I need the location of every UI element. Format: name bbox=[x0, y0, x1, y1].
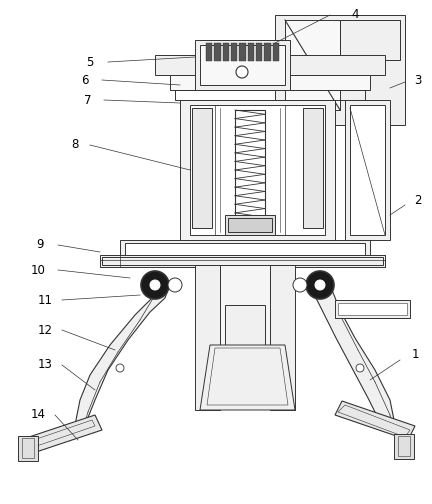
Bar bbox=[222, 43, 229, 61]
Circle shape bbox=[293, 278, 307, 292]
Bar bbox=[175, 90, 365, 100]
Bar bbox=[214, 43, 221, 61]
Bar bbox=[225, 305, 265, 355]
Polygon shape bbox=[308, 278, 395, 432]
Bar bbox=[100, 255, 385, 267]
Polygon shape bbox=[200, 345, 295, 410]
Text: 12: 12 bbox=[38, 324, 53, 337]
Bar bbox=[231, 43, 237, 61]
Bar bbox=[303, 108, 323, 228]
Text: 3: 3 bbox=[414, 74, 422, 87]
Bar bbox=[195, 40, 290, 90]
Bar bbox=[180, 100, 335, 240]
Bar bbox=[125, 243, 365, 257]
Text: 11: 11 bbox=[38, 293, 53, 306]
Polygon shape bbox=[335, 401, 415, 440]
Circle shape bbox=[141, 271, 169, 299]
Bar bbox=[345, 100, 390, 240]
Bar bbox=[155, 55, 385, 75]
Circle shape bbox=[356, 364, 364, 372]
Bar bbox=[264, 43, 271, 61]
Polygon shape bbox=[20, 415, 102, 455]
Bar bbox=[338, 303, 407, 315]
Bar bbox=[235, 110, 265, 230]
Bar bbox=[206, 43, 213, 61]
Circle shape bbox=[315, 280, 325, 290]
Text: 1: 1 bbox=[411, 348, 419, 361]
Text: 9: 9 bbox=[36, 238, 44, 251]
Text: 4: 4 bbox=[351, 9, 359, 22]
Bar bbox=[248, 43, 254, 61]
Text: 5: 5 bbox=[86, 55, 94, 69]
Bar bbox=[350, 105, 385, 235]
Circle shape bbox=[236, 66, 248, 78]
Bar bbox=[335, 300, 410, 318]
Bar bbox=[340, 20, 400, 60]
Bar bbox=[170, 75, 370, 90]
Bar bbox=[270, 265, 295, 410]
Bar bbox=[285, 20, 340, 110]
Bar bbox=[220, 265, 270, 345]
Text: 2: 2 bbox=[414, 194, 422, 207]
Text: 10: 10 bbox=[31, 264, 45, 277]
Text: 8: 8 bbox=[71, 139, 79, 152]
Bar bbox=[225, 215, 275, 235]
Circle shape bbox=[306, 271, 334, 299]
Bar bbox=[394, 434, 414, 459]
Bar bbox=[22, 438, 34, 458]
Text: 13: 13 bbox=[38, 358, 52, 371]
Text: 6: 6 bbox=[81, 74, 89, 87]
Circle shape bbox=[168, 278, 182, 292]
Text: 7: 7 bbox=[84, 94, 92, 106]
Bar bbox=[120, 240, 370, 260]
Bar bbox=[102, 257, 383, 265]
Bar bbox=[239, 43, 246, 61]
Bar bbox=[398, 436, 410, 456]
Bar bbox=[18, 436, 38, 461]
Bar bbox=[190, 105, 325, 235]
Bar bbox=[192, 108, 212, 228]
Bar bbox=[256, 43, 262, 61]
Bar bbox=[200, 45, 285, 85]
Circle shape bbox=[150, 280, 160, 290]
Bar bbox=[273, 43, 279, 61]
Bar bbox=[195, 265, 220, 410]
Circle shape bbox=[116, 364, 124, 372]
Polygon shape bbox=[75, 278, 168, 430]
Bar bbox=[275, 15, 405, 125]
Bar bbox=[228, 218, 272, 232]
Text: 14: 14 bbox=[31, 409, 45, 421]
